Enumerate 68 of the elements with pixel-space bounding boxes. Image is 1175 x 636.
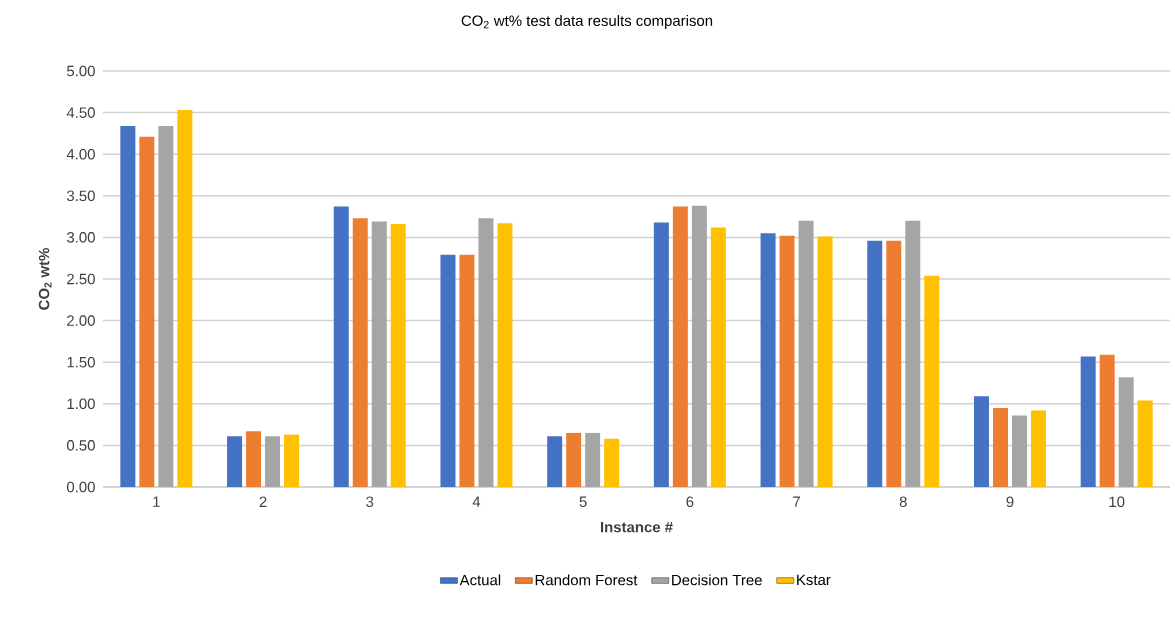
y-tick-label: 1.50 [67, 356, 95, 368]
y-tick-label: 3.00 [66, 232, 95, 243]
y-tick-label: 0.50 [66, 440, 95, 451]
legend-label: Kstar [797, 574, 831, 586]
y-tick-label: 4.50 [66, 107, 95, 118]
bar [691, 205, 707, 487]
bar [886, 240, 902, 487]
x-tick-label: 4 [472, 496, 481, 507]
x-tick-label: 5 [579, 496, 587, 507]
x-axis-title: Instance # [600, 521, 673, 533]
bar [992, 407, 1008, 487]
y-tick-label: 2.00 [67, 315, 95, 326]
bar [924, 275, 940, 487]
bar [867, 240, 883, 487]
x-tick-label: 9 [1006, 496, 1014, 508]
y-tick-label: 3.50 [66, 190, 95, 202]
x-tick-label: 6 [686, 496, 694, 508]
bar [672, 206, 688, 487]
bar [120, 125, 136, 487]
bar [478, 218, 494, 487]
y-tick-label: 1.00 [67, 398, 95, 410]
bar [246, 431, 262, 487]
bar [547, 436, 563, 487]
bar [1118, 377, 1134, 487]
x-tick-label: 2 [259, 496, 267, 507]
bar [905, 220, 921, 487]
x-tick-label: 10 [1109, 496, 1125, 508]
bar [817, 236, 833, 487]
bar [497, 223, 513, 487]
bar [653, 222, 669, 487]
bar [390, 224, 406, 487]
bar [459, 254, 475, 487]
x-tick-label: 1 [153, 496, 160, 507]
bar [1030, 410, 1046, 487]
x-tick-label: 8 [899, 496, 907, 508]
y-tick-label: 4.00 [66, 148, 95, 160]
bar [585, 432, 601, 487]
bar [333, 206, 349, 487]
bar [352, 218, 368, 487]
y-tick-label: 2.50 [67, 273, 95, 285]
legend-label: Actual [459, 574, 501, 586]
bar [566, 432, 582, 487]
bar [284, 434, 300, 487]
bar [760, 233, 776, 487]
bar [710, 227, 726, 487]
bar [798, 220, 814, 487]
bar [604, 438, 620, 487]
bar [1080, 356, 1096, 487]
bar [177, 110, 193, 487]
bar [779, 235, 795, 487]
chart-title: CO$_{2}$ wt% test data results comparison [461, 15, 713, 29]
bar [158, 125, 174, 487]
bar [227, 436, 243, 487]
bar [973, 396, 989, 487]
x-tick-label: 3 [366, 496, 374, 508]
bar [440, 254, 456, 487]
y-tick-label: 0.00 [66, 481, 95, 493]
bar [1011, 415, 1027, 487]
y-axis-title: CO$_{2}$ wt% [38, 248, 52, 310]
bar [371, 221, 387, 487]
legend-label: Decision Tree [672, 574, 762, 586]
bar [139, 136, 155, 487]
legend-label: Random Forest [535, 574, 638, 586]
bar [265, 436, 281, 487]
x-tick-label: 7 [793, 496, 800, 507]
bar [1099, 354, 1115, 487]
y-tick-label: 5.00 [66, 65, 95, 77]
bar [1137, 400, 1153, 487]
